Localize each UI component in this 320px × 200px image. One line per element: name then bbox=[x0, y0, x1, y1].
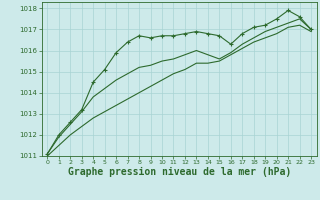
X-axis label: Graphe pression niveau de la mer (hPa): Graphe pression niveau de la mer (hPa) bbox=[68, 167, 291, 177]
